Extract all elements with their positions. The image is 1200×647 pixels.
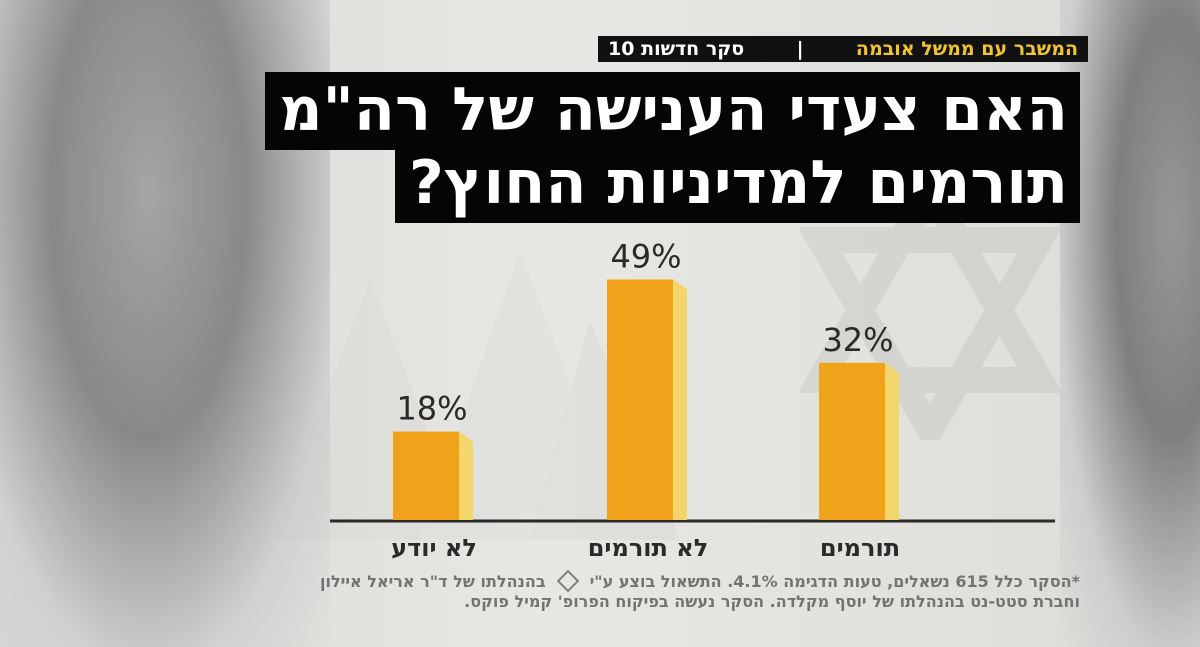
right-photo <box>1060 0 1200 647</box>
category-label-2: תורמים <box>820 534 900 562</box>
bar-side-2 <box>885 362 899 520</box>
question-line-1: האם צעדי הענישה של רה"מ <box>265 72 1080 150</box>
header-separator: | <box>796 38 804 60</box>
category-label-1: לא תורמים <box>588 534 709 562</box>
bar-0 <box>393 431 459 520</box>
footnote-line-1b: בהנהלתו של ד"ר אריאל איילון <box>319 572 546 591</box>
value-label-2: 32% <box>822 321 893 359</box>
header-title: סקר חדשות 10 <box>608 38 745 60</box>
question-line-2: תורמים למדיניות החוץ? <box>395 145 1080 223</box>
star-watermark <box>800 180 1060 440</box>
footnote-line-1: *הסקר כלל 615 נשאלים, טעות הדגימה 4.1%. … <box>260 569 1080 593</box>
bar-1 <box>607 279 673 520</box>
value-label-1: 49% <box>610 237 681 275</box>
bar-side-1 <box>673 279 687 520</box>
header-bar: המשבר עם ממשל אובמה | סקר חדשות 10 <box>598 36 1088 62</box>
bar-2 <box>819 362 885 520</box>
footnote-line-2: וחברת סטט-נט בהנהלתו של יוסף מקלדה. הסקר… <box>464 592 1080 611</box>
bar-side-0 <box>459 431 473 520</box>
poll-company-logo-icon <box>556 569 579 593</box>
footnote: *הסקר כלל 615 נשאלים, טעות הדגימה 4.1%. … <box>260 569 1080 612</box>
footnote-line-1a: *הסקר כלל 615 נשאלים, טעות הדגימה 4.1%. … <box>589 572 1080 591</box>
value-label-0: 18% <box>396 390 467 428</box>
header-subtitle: המשבר עם ממשל אובמה <box>855 38 1078 60</box>
category-label-0: לא יודע <box>391 534 477 562</box>
